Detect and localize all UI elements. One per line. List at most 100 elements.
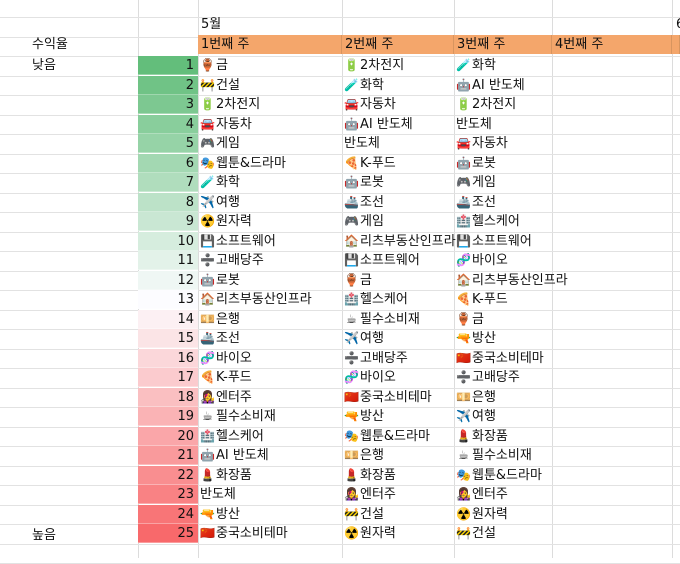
sector-cell[interactable]: ☢️원자력	[456, 505, 508, 524]
sector-cell[interactable]: 🚧건설	[200, 76, 240, 95]
sector-cell[interactable]: 🇨🇳중국소비테마	[456, 349, 544, 368]
sector-cell[interactable]: 🚘자동차	[200, 115, 252, 134]
rank-cell[interactable]: 16	[138, 348, 198, 368]
sector-cell[interactable]: 🎭웹툰&드라마	[456, 466, 542, 485]
sector-cell[interactable]: 🤖로봇	[344, 173, 384, 192]
sector-cell[interactable]: 반도체	[456, 115, 492, 134]
sector-cell[interactable]: 🚢조선	[200, 329, 240, 348]
sector-cell[interactable]: 반도체	[344, 134, 380, 153]
rank-cell[interactable]: 24	[138, 504, 198, 524]
sector-cell[interactable]: 🚘자동차	[344, 95, 396, 114]
sector-cell[interactable]: 💾소프트웨어	[456, 232, 532, 251]
sector-cell[interactable]: 🏺금	[456, 310, 484, 329]
sector-cell[interactable]: 💴은행	[200, 310, 240, 329]
rank-cell[interactable]: 21	[138, 446, 198, 465]
sector-cell[interactable]: ☕ 필수소비재	[456, 446, 532, 465]
sector-cell[interactable]: 💾소프트웨어	[344, 251, 420, 270]
month-label[interactable]: 5월	[201, 17, 222, 32]
sector-cell[interactable]: 🧪화학	[456, 56, 496, 75]
rank-cell[interactable]: 9	[138, 212, 198, 231]
sector-cell[interactable]: 🚧건설	[456, 524, 496, 543]
sector-cell[interactable]: 🚢조선	[344, 193, 384, 212]
sector-cell[interactable]: 🤖AI 반도체	[344, 115, 413, 134]
sector-cell[interactable]: 💾소프트웨어	[200, 232, 276, 251]
sector-cell[interactable]: 🍕K-푸드	[456, 290, 508, 309]
rank-cell[interactable]: 10	[138, 231, 198, 251]
sector-cell[interactable]: 🏠리츠부동산인프라	[200, 290, 312, 309]
rank-cell[interactable]: 18	[138, 387, 198, 407]
next-month-fragment[interactable]: 6	[676, 15, 680, 34]
sector-cell[interactable]: 🍕K-푸드	[344, 154, 396, 173]
sector-cell[interactable]: 🇨🇳중국소비테마	[200, 524, 288, 543]
rank-cell[interactable]: 20	[138, 426, 198, 446]
sector-cell[interactable]: 🚘자동차	[456, 134, 508, 153]
sector-cell[interactable]: 🧬바이오	[344, 368, 396, 387]
label-low[interactable]: 낮음	[32, 58, 56, 73]
sector-cell[interactable]: 👩‍🎤엔터주	[200, 388, 252, 407]
rank-cell[interactable]: 8	[138, 192, 198, 212]
sector-cell[interactable]: 🤖AI 반도체	[456, 76, 525, 95]
rank-cell[interactable]: 15	[138, 329, 198, 348]
sector-cell[interactable]: 🏥헬스케어	[344, 290, 408, 309]
sector-cell[interactable]: 🤖로봇	[456, 154, 496, 173]
week-header-2[interactable]: 2번째 주	[342, 35, 454, 54]
sector-cell[interactable]: ☢️원자력	[344, 524, 396, 543]
sector-cell[interactable]: ✈️여행	[456, 407, 496, 426]
sector-cell[interactable]: 🚢조선	[456, 193, 496, 212]
sector-cell[interactable]: ✈️여행	[200, 193, 240, 212]
sector-cell[interactable]: 🏺금	[200, 56, 228, 75]
sector-cell[interactable]: 💴은행	[344, 446, 384, 465]
sector-cell[interactable]: 🔫방산	[456, 329, 496, 348]
sector-cell[interactable]: ➗고배당주	[344, 349, 408, 368]
sector-cell[interactable]: 🎮게임	[344, 212, 384, 231]
sector-cell[interactable]: 👩‍🎤엔터주	[456, 485, 508, 504]
sector-cell[interactable]: 🔫방산	[200, 505, 240, 524]
sector-cell[interactable]: 🔫방산	[344, 407, 384, 426]
sector-cell[interactable]: 🏠리츠부동산인프라	[344, 232, 456, 251]
rank-cell[interactable]: 23	[138, 485, 198, 504]
rank-cell[interactable]: 2	[138, 75, 198, 95]
week-header-1[interactable]: 1번째 주	[198, 35, 342, 54]
sector-cell[interactable]: 🏥헬스케어	[456, 212, 520, 231]
label-high[interactable]: 높음	[32, 528, 56, 543]
sector-cell[interactable]: ✈️여행	[344, 329, 384, 348]
week-header-4[interactable]: 4번째 주	[552, 35, 672, 54]
sector-cell[interactable]: 🧬바이오	[200, 349, 252, 368]
rank-cell[interactable]: 6	[138, 153, 198, 173]
sector-cell[interactable]: ➗고배당주	[200, 251, 264, 270]
row-label-title[interactable]: 수익율	[32, 37, 68, 52]
rank-cell[interactable]: 22	[138, 465, 198, 485]
rank-cell[interactable]: 5	[138, 134, 198, 153]
sector-cell[interactable]: 💄화장품	[344, 466, 396, 485]
sector-cell[interactable]: 💴은행	[456, 388, 496, 407]
sector-cell[interactable]: 🔋2차전지	[200, 95, 260, 114]
sector-cell[interactable]: 🤖로봇	[200, 271, 240, 290]
sector-cell[interactable]: 🎮게임	[200, 134, 240, 153]
sector-cell[interactable]: 🎮게임	[456, 173, 496, 192]
sector-cell[interactable]: ☢️원자력	[200, 212, 252, 231]
rank-cell[interactable]: 17	[138, 368, 198, 387]
sector-cell[interactable]: 🏥헬스케어	[200, 427, 264, 446]
sector-cell[interactable]: 🎭웹툰&드라마	[344, 427, 430, 446]
sector-cell[interactable]: ☕ 필수소비재	[344, 310, 420, 329]
sector-cell[interactable]: 🧬바이오	[456, 251, 508, 270]
sector-cell[interactable]: 반도체	[200, 485, 236, 504]
sector-cell[interactable]: 🏠리츠부동산인프라	[456, 271, 568, 290]
sector-cell[interactable]: ➗고배당주	[456, 368, 520, 387]
rank-cell[interactable]: 7	[138, 173, 198, 192]
sector-cell[interactable]: 🤖AI 반도체	[200, 446, 269, 465]
sector-cell[interactable]: 🚧건설	[344, 505, 384, 524]
rank-cell[interactable]: 3	[138, 95, 198, 114]
rank-cell[interactable]: 12	[138, 270, 198, 290]
rank-cell[interactable]: 1	[138, 56, 198, 75]
sector-cell[interactable]: 🇨🇳중국소비테마	[344, 388, 432, 407]
rank-cell[interactable]: 25	[138, 524, 198, 543]
rank-cell[interactable]: 4	[138, 114, 198, 134]
rank-cell[interactable]: 14	[138, 309, 198, 329]
sector-cell[interactable]: 💄화장품	[456, 427, 508, 446]
sector-cell[interactable]: 🎭웹툰&드라마	[200, 154, 286, 173]
sector-cell[interactable]: 🔋2차전지	[456, 95, 516, 114]
sector-cell[interactable]: 🧪화학	[200, 173, 240, 192]
rank-cell[interactable]: 19	[138, 407, 198, 426]
